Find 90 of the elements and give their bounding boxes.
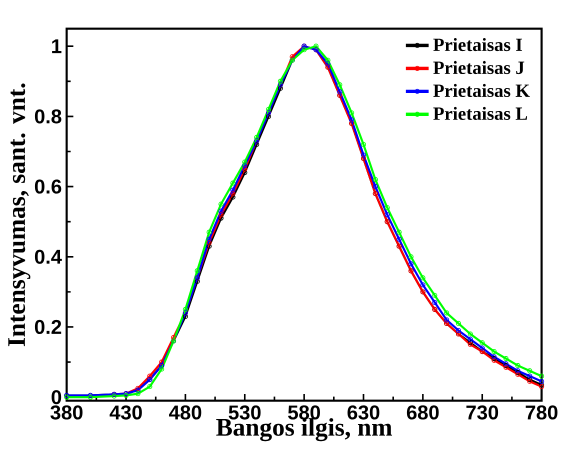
point [159, 366, 164, 372]
y-tick-label: 0 [52, 390, 62, 404]
point [218, 212, 224, 218]
point [230, 194, 236, 200]
point [492, 349, 497, 354]
point [480, 340, 485, 346]
x-tick-label: 730 [466, 405, 498, 420]
point [230, 191, 236, 196]
point [503, 356, 509, 362]
point [206, 236, 212, 242]
point [147, 374, 152, 379]
point [372, 184, 378, 190]
point [313, 44, 319, 49]
point [420, 275, 426, 280]
point [206, 244, 212, 249]
point [539, 374, 544, 379]
point [468, 336, 473, 342]
legend-label: Prietaisas J [433, 60, 524, 74]
x-tick-label: 680 [406, 405, 439, 420]
point [135, 391, 140, 396]
point [182, 314, 188, 319]
y-tick-label: 0.6 [34, 180, 62, 194]
point [349, 110, 354, 116]
point [254, 134, 260, 140]
point [456, 320, 462, 326]
point [468, 331, 473, 337]
point [218, 202, 224, 207]
point [242, 166, 248, 172]
y-tick-label: 1 [52, 39, 62, 54]
x-tick-label: 530 [228, 405, 261, 420]
point [230, 180, 236, 186]
point [527, 368, 532, 374]
point [278, 86, 283, 91]
point [266, 106, 272, 112]
point [242, 163, 248, 168]
point [194, 278, 200, 284]
point [242, 159, 248, 165]
point [408, 261, 414, 266]
point [396, 236, 402, 242]
legend-label: Prietaisas I [433, 38, 522, 52]
legend-label: Prietaisas L [433, 106, 528, 120]
point [527, 374, 532, 379]
point [242, 170, 248, 176]
point [147, 384, 152, 390]
x-tick-label: 580 [288, 405, 320, 420]
x-tick-label: 380 [50, 405, 83, 420]
point [408, 254, 414, 260]
x-tick-label: 780 [526, 405, 558, 420]
point [182, 306, 188, 312]
point [302, 47, 307, 52]
point [206, 230, 212, 235]
point [372, 177, 378, 182]
point [206, 240, 212, 246]
point [444, 317, 450, 322]
point [159, 360, 164, 365]
x-tick-label: 630 [348, 405, 380, 420]
point [337, 82, 342, 88]
y-axis-title: Intensyvumas, sant. vnt. [8, 83, 30, 346]
point [325, 58, 330, 63]
point [444, 310, 450, 316]
y-tick-label: 0.4 [34, 250, 62, 264]
point [396, 230, 402, 235]
point [515, 363, 520, 368]
point [432, 300, 438, 305]
point [325, 61, 330, 66]
point [360, 142, 366, 148]
point [218, 216, 224, 221]
point [360, 152, 366, 158]
x-tick-label: 430 [110, 405, 142, 420]
legend-label: Prietaisas K [433, 84, 530, 98]
point [384, 205, 390, 210]
point [539, 378, 544, 384]
point [170, 334, 176, 340]
point [254, 142, 260, 148]
point [337, 89, 342, 94]
point [480, 345, 485, 351]
point [420, 282, 426, 288]
y-tick-label: 0.2 [34, 320, 62, 334]
y-tick-label: 0.8 [34, 109, 62, 124]
point [349, 117, 354, 122]
point [456, 328, 462, 334]
point [218, 208, 224, 214]
point [266, 114, 272, 119]
point [194, 268, 200, 274]
point [384, 212, 390, 218]
point [290, 54, 295, 60]
point [278, 78, 283, 84]
point [432, 292, 438, 298]
point [230, 188, 236, 193]
x-tick-label: 480 [169, 405, 202, 420]
